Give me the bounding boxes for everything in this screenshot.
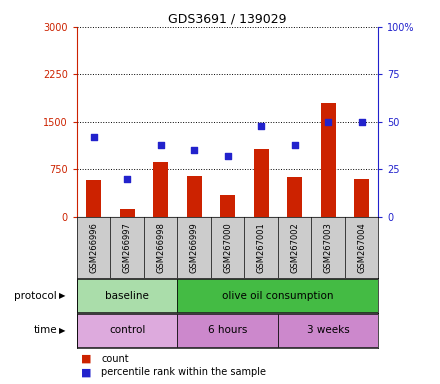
Text: GSM266998: GSM266998 (156, 222, 165, 273)
Text: olive oil consumption: olive oil consumption (222, 291, 334, 301)
Text: GSM266999: GSM266999 (190, 222, 199, 273)
Text: GSM267004: GSM267004 (357, 222, 366, 273)
Text: ■: ■ (81, 354, 92, 364)
Text: GSM267000: GSM267000 (223, 222, 232, 273)
Point (291, 142, 298, 148)
Text: time: time (33, 325, 57, 335)
Point (191, 147, 198, 154)
Bar (278, 314, 378, 347)
Text: control: control (109, 325, 146, 335)
Bar (253, 149, 269, 217)
Bar (287, 177, 302, 217)
Text: protocol: protocol (15, 291, 57, 301)
Point (124, 176, 131, 182)
Text: 3 weeks: 3 weeks (307, 325, 349, 335)
Bar (354, 179, 369, 217)
Text: ■: ■ (81, 367, 92, 377)
Bar (321, 103, 336, 217)
Point (90, 134, 97, 140)
Text: GSM267001: GSM267001 (257, 222, 266, 273)
Bar (77, 314, 177, 347)
Text: ▶: ▶ (59, 291, 66, 300)
Text: GSM266996: GSM266996 (89, 222, 98, 273)
Text: GSM267003: GSM267003 (324, 222, 333, 273)
Text: percentile rank within the sample: percentile rank within the sample (101, 367, 266, 377)
Bar (120, 209, 135, 217)
Text: GSM267002: GSM267002 (290, 222, 299, 273)
Bar (220, 195, 235, 217)
Point (358, 119, 365, 125)
Bar (177, 279, 378, 312)
Bar (86, 180, 101, 217)
Text: baseline: baseline (105, 291, 149, 301)
Bar (77, 279, 177, 312)
Text: GSM266997: GSM266997 (123, 222, 132, 273)
Text: ▶: ▶ (59, 326, 66, 335)
Point (157, 142, 164, 148)
Bar (187, 176, 202, 217)
Text: count: count (101, 354, 129, 364)
Title: GDS3691 / 139029: GDS3691 / 139029 (169, 13, 287, 26)
Point (224, 153, 231, 159)
Bar (177, 314, 278, 347)
Point (258, 122, 265, 129)
Point (325, 119, 332, 125)
Bar (153, 162, 168, 217)
Text: 6 hours: 6 hours (208, 325, 247, 335)
